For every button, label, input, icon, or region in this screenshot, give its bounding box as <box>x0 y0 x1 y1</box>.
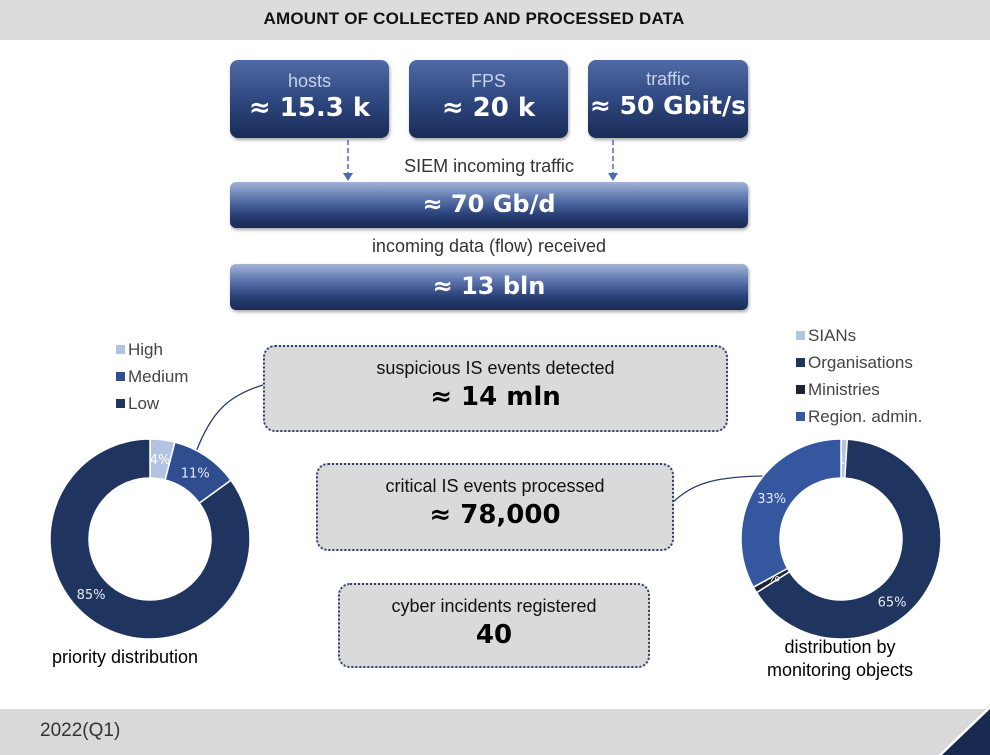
hosts-label: hosts <box>287 71 332 91</box>
hosts-value: ≈ 15.3 k <box>248 93 371 123</box>
legend-label: Medium <box>128 366 189 386</box>
legend-item: Organisations <box>796 349 922 376</box>
legend-swatch <box>116 345 125 354</box>
corner-decoration <box>938 705 990 755</box>
incidents-label: cyber incidents registered <box>391 596 597 616</box>
legend-label: High <box>128 339 163 359</box>
page-title: AMOUNT OF COLLECTED AND PROCESSED DATA <box>263 9 685 28</box>
priority-donut-chart: 4% 11% 85% <box>49 438 251 640</box>
legend-label: Region. admin. <box>808 406 923 426</box>
donut-data-label: 11% <box>181 466 210 481</box>
header-bar <box>0 0 990 40</box>
legend-item: Region. admin. <box>796 403 922 430</box>
suspicious-events-label: suspicious IS events detected <box>376 358 615 378</box>
flow-bar: ≈ 13 bln <box>230 264 748 310</box>
legend-label: Ministries <box>808 379 880 399</box>
priority-legend: High Medium Low <box>116 336 188 417</box>
legend-label: SIANs <box>808 325 857 345</box>
donut-slice <box>755 438 942 640</box>
legend-item: Low <box>116 390 188 417</box>
legend-item: Ministries <box>796 376 922 403</box>
footer-bar <box>0 709 990 755</box>
donut-data-label: 65% <box>878 595 907 610</box>
donut-data-label: 4% <box>150 453 171 468</box>
traffic-value: ≈ 50 Gbit/s <box>589 91 747 120</box>
monitoring-objects-legend: SIANs Organisations Ministries Region. admi… <box>796 322 922 430</box>
legend-label: Organisations <box>808 352 913 372</box>
siem-bar: ≈ 70 Gb/d <box>230 182 748 228</box>
donut-data-label: 85% <box>77 588 106 603</box>
flow-value: ≈ 13 bln <box>432 272 546 300</box>
donut-slice <box>49 438 251 640</box>
legend-swatch <box>796 331 805 340</box>
legend-swatch <box>796 412 805 421</box>
legend-item: SIANs <box>796 322 922 349</box>
suspicious-events-box: suspicious IS events detected ≈ 14 mln <box>263 345 728 432</box>
fps-label: FPS <box>470 71 506 91</box>
monitoring-caption-line-1: distribution by <box>784 637 896 657</box>
legend-swatch <box>116 372 125 381</box>
siem-caption: SIEM incoming traffic <box>404 156 574 176</box>
hosts-metric: hosts ≈ 15.3 k <box>230 60 389 138</box>
suspicious-events-value: ≈ 14 mln <box>430 382 561 412</box>
incidents-value: 40 <box>475 620 513 650</box>
traffic-metric: traffic ≈ 50 Gbit/s <box>588 60 748 138</box>
flow-caption: incoming data (flow) received <box>371 236 607 256</box>
legend-swatch <box>116 399 125 408</box>
footer-period: 2022(Q1) <box>40 720 121 741</box>
siem-value: ≈ 70 Gb/d <box>422 190 556 218</box>
donut-slice <box>740 438 842 589</box>
traffic-label: traffic <box>646 69 690 89</box>
monitoring-objects-donut-chart: 1%65%1%33% <box>740 438 942 640</box>
legend-item: High <box>116 336 188 363</box>
legend-label: Low <box>128 393 160 413</box>
incidents-box: cyber incidents registered 40 <box>338 583 650 668</box>
legend-swatch <box>796 385 805 394</box>
monitoring-caption-line-2: monitoring objects <box>766 660 914 680</box>
critical-events-value: ≈ 78,000 <box>429 500 561 530</box>
monitoring-chart-caption: distribution by monitoring objects <box>740 636 940 682</box>
critical-events-box: critical IS events processed ≈ 78,000 <box>316 463 674 551</box>
legend-item: Medium <box>116 363 188 390</box>
legend-swatch <box>796 358 805 367</box>
fps-value: ≈ 20 k <box>441 93 536 123</box>
critical-events-label: critical IS events processed <box>385 476 605 496</box>
fps-metric: FPS ≈ 20 k <box>409 60 568 138</box>
donut-data-label: 33% <box>757 492 786 507</box>
priority-chart-caption: priority distribution <box>51 647 199 667</box>
